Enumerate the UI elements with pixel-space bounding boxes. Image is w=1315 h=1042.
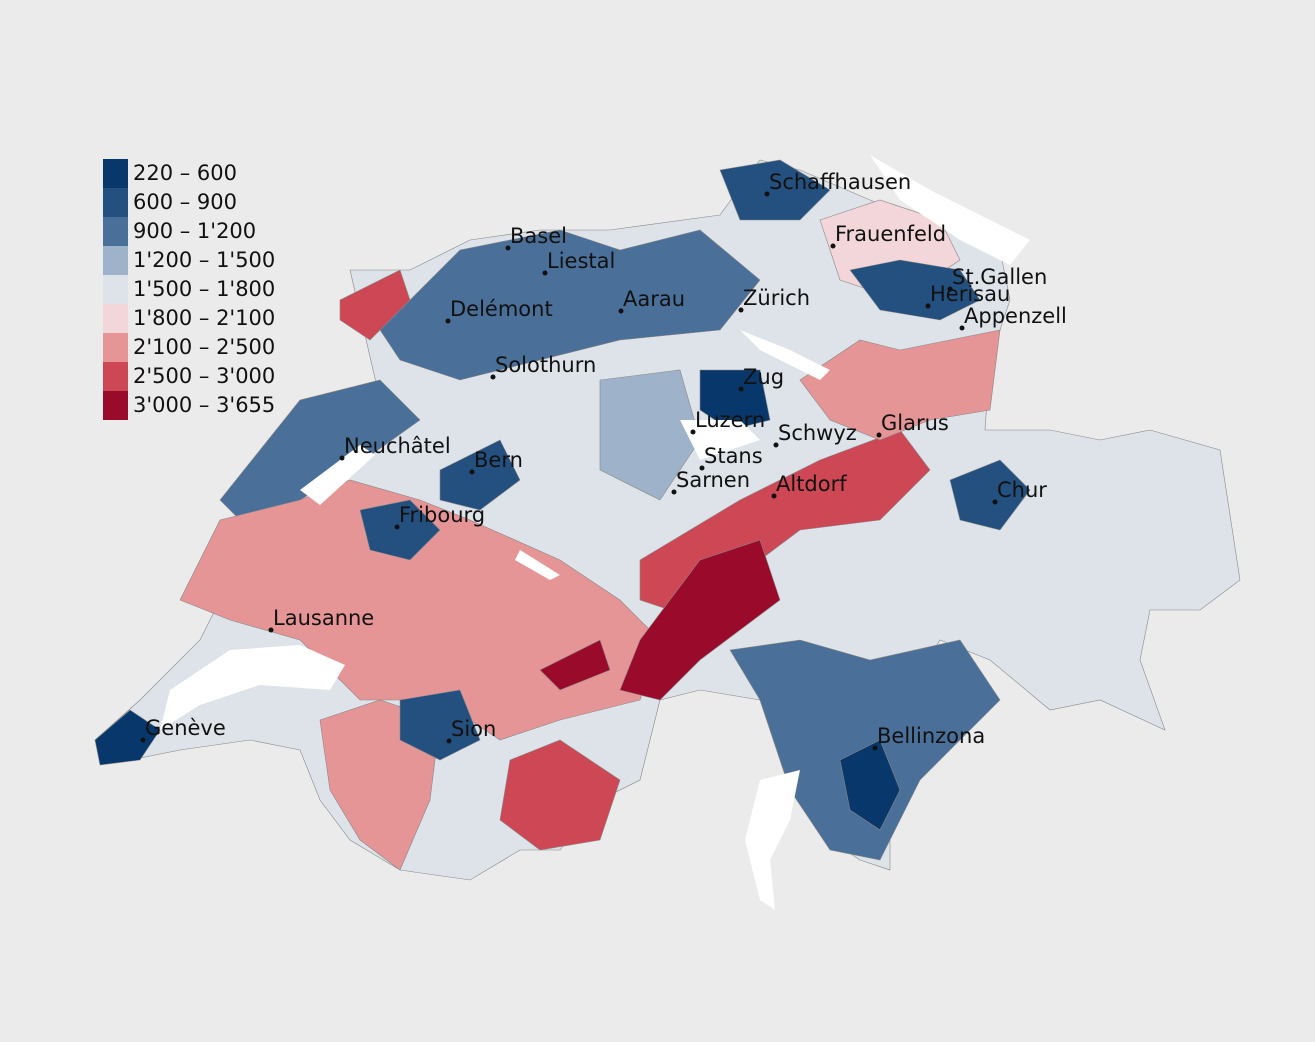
region — [719, 159, 831, 221]
legend-label: 1'800 – 2'100 — [133, 306, 275, 330]
lake — [740, 330, 830, 380]
city-label: Bern — [474, 448, 523, 472]
region — [399, 689, 481, 761]
city-dot — [764, 191, 770, 197]
city-dot — [699, 465, 705, 471]
city-dot — [505, 245, 511, 251]
lake — [160, 645, 345, 730]
legend-swatch — [103, 391, 128, 420]
city-dot — [738, 386, 744, 392]
city-dot — [738, 307, 744, 313]
legend-label: 2'500 – 3'000 — [133, 364, 275, 388]
city-dot — [773, 442, 779, 448]
city-label: St.Gallen — [952, 265, 1047, 289]
region — [949, 459, 1031, 531]
city-dot — [140, 737, 146, 743]
city-label: Appenzell — [964, 304, 1067, 328]
city-label: Liestal — [547, 249, 615, 273]
legend-swatch — [103, 188, 128, 217]
legend-label: 220 – 600 — [133, 161, 237, 185]
city-label: Neuchâtel — [344, 434, 451, 458]
region — [839, 739, 901, 831]
legend-swatch — [103, 275, 128, 304]
city-label: Altdorf — [776, 472, 847, 496]
lake — [745, 770, 800, 910]
region — [699, 369, 771, 431]
legend-swatch — [103, 304, 128, 333]
region — [339, 269, 411, 341]
city-label: Schaffhausen — [769, 170, 911, 194]
city-dot — [830, 243, 836, 249]
city-label: Lausanne — [273, 606, 374, 630]
city-dot — [618, 308, 624, 314]
city-label: Sion — [451, 717, 496, 741]
city-label: Zürich — [743, 286, 810, 310]
legend-swatch — [103, 362, 128, 391]
legend-label: 1'200 – 1'500 — [133, 248, 275, 272]
city-dot — [394, 524, 400, 530]
legend-label: 600 – 900 — [133, 190, 237, 214]
city-label: Fribourg — [399, 503, 485, 527]
city-label: Basel — [510, 224, 567, 248]
city-label: Zug — [743, 365, 784, 389]
region — [499, 739, 621, 851]
city-label: Sarnen — [676, 468, 750, 492]
city-dot — [671, 489, 677, 495]
legend-label: 1'500 – 1'800 — [133, 277, 275, 301]
city-dot — [947, 286, 953, 292]
city-dot — [339, 455, 345, 461]
city-dot — [872, 745, 878, 751]
city-dot — [876, 432, 882, 438]
lakes — [160, 155, 1030, 910]
city-label: Schwyz — [778, 421, 857, 445]
city-label: Chur — [997, 478, 1047, 502]
region — [94, 709, 161, 766]
legend-swatch — [103, 333, 128, 362]
legend-swatch — [103, 246, 128, 275]
lake — [870, 155, 1030, 265]
region — [539, 639, 611, 691]
city-label: Frauenfeld — [835, 222, 946, 246]
city-dot — [959, 325, 965, 331]
region — [379, 229, 761, 381]
city-label: Solothurn — [495, 353, 596, 377]
regions — [94, 159, 1241, 881]
city-label: Bellinzona — [877, 724, 985, 748]
region — [599, 369, 701, 501]
region — [439, 439, 521, 511]
lake — [515, 550, 560, 580]
city-label: Stans — [704, 444, 763, 468]
city-dot — [690, 429, 696, 435]
city-dot — [490, 374, 496, 380]
city-dot — [469, 469, 475, 475]
city-label: Delémont — [450, 297, 553, 321]
region — [359, 499, 441, 561]
city-dot — [992, 499, 998, 505]
legend-label: 2'100 – 2'500 — [133, 335, 275, 359]
city-label: Genève — [145, 716, 226, 740]
legend-swatch — [103, 159, 128, 188]
lake — [680, 420, 760, 460]
region — [619, 539, 781, 701]
region — [849, 259, 981, 321]
city-dot — [925, 303, 931, 309]
legend: 220 – 600 600 – 900 900 – 1'200 1'200 – 1'5… — [103, 159, 275, 420]
city-dot — [268, 627, 274, 633]
city-label: Herisau — [930, 282, 1010, 306]
legend-label: 3'000 – 3'655 — [133, 393, 275, 417]
city-label: Glarus — [881, 411, 949, 435]
city-dot — [542, 270, 548, 276]
city-dot — [445, 318, 451, 324]
legend-swatch — [103, 217, 128, 246]
region — [179, 479, 661, 741]
city-dot — [446, 738, 452, 744]
city-label: Luzern — [695, 408, 765, 432]
legend-label: 900 – 1'200 — [133, 219, 256, 243]
city-label: Aarau — [623, 287, 685, 311]
lake — [300, 445, 375, 505]
city-dot — [771, 493, 777, 499]
region — [799, 329, 1001, 441]
